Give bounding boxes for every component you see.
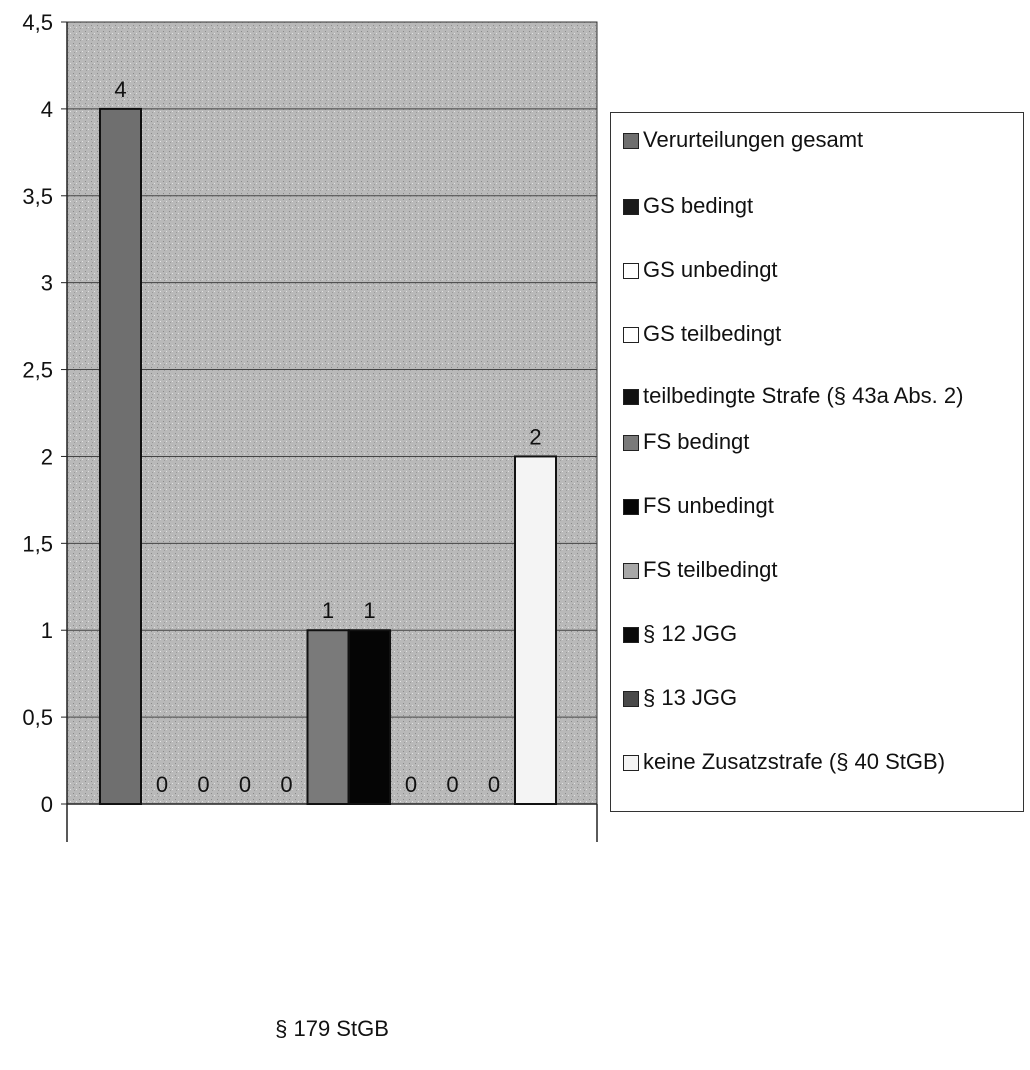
legend-label: FS unbedingt	[643, 493, 774, 518]
legend-swatch	[623, 755, 639, 771]
y-tick-label: 1,5	[22, 531, 53, 556]
data-labels: 4 0 0 0 0 1 1 0 0 0 2	[114, 77, 541, 797]
data-label: 0	[446, 772, 458, 797]
data-label: 1	[322, 598, 334, 623]
bar	[514, 455, 557, 805]
legend-item: § 12 JGG	[623, 621, 1023, 647]
data-label: 0	[239, 772, 251, 797]
legend-swatch	[623, 133, 639, 149]
legend-label: Verurteilungen gesamt	[643, 127, 864, 152]
legend-item: FS unbedingt	[623, 493, 1023, 519]
y-tick-label: 3,5	[22, 184, 53, 209]
legend-swatch	[623, 499, 639, 515]
legend-item: teilbedingte Strafe (§ 43a Abs. 2)	[623, 383, 1023, 409]
data-label: 4	[114, 77, 126, 102]
data-label: 0	[280, 772, 292, 797]
y-tick-labels: 0 0,5 1 1,5 2 2,5 3 3,5 4 4,5	[22, 10, 53, 817]
grid-lines	[67, 108, 597, 718]
legend-item: GS teilbedingt	[623, 321, 1023, 347]
legend-label: teilbedingte Strafe (§ 43a Abs. 2)	[643, 383, 964, 408]
legend-label: GS unbedingt	[643, 257, 778, 282]
legend-swatch	[623, 691, 639, 707]
legend-swatch	[623, 327, 639, 343]
legend-label: GS teilbedingt	[643, 321, 782, 346]
data-label: 0	[488, 772, 500, 797]
legend-swatch	[623, 389, 639, 405]
legend-label: FS bedingt	[643, 429, 750, 454]
y-tick-label: 4,5	[22, 10, 53, 35]
data-label: 0	[405, 772, 417, 797]
bar	[306, 629, 350, 805]
y-tick-label: 2,5	[22, 358, 53, 383]
y-tick-label: 3	[41, 271, 53, 296]
y-tick-label: 1	[41, 618, 53, 643]
legend-label: FS teilbedingt	[643, 557, 778, 582]
y-tick-label: 2	[41, 444, 53, 469]
bars	[99, 107, 557, 805]
legend-item: Verurteilungen gesamt	[623, 127, 1023, 153]
y-tick-label: 0,5	[22, 705, 53, 730]
legend-swatch	[623, 435, 639, 451]
legend-swatch	[623, 563, 639, 579]
bar	[348, 629, 391, 805]
legend: Verurteilungen gesamt GS bedingt GS unbedi…	[610, 112, 1024, 812]
legend-item: GS unbedingt	[623, 257, 1023, 283]
legend-label: GS bedingt	[643, 193, 754, 218]
legend-item: GS bedingt	[623, 193, 1023, 219]
data-label: 2	[529, 424, 541, 449]
data-label: 1	[363, 598, 375, 623]
y-tick-label: 4	[41, 97, 53, 122]
data-label: 0	[156, 772, 168, 797]
x-category-label: § 179 StGB	[275, 1016, 389, 1041]
legend-item: FS bedingt	[623, 429, 1023, 455]
legend-item: § 13 JGG	[623, 685, 1023, 711]
chart-svg: 4 0 0 0 0 1 1 0 0 0 2 0 0,5 1 1,5 2 2,5 3 3,5 4 4,5 § 179 S…	[22, 10, 598, 1041]
legend-label: keine Zusatzstrafe (§ 40 StGB)	[643, 749, 946, 774]
legend-swatch	[623, 263, 639, 279]
bar	[99, 107, 142, 805]
legend-label: § 12 JGG	[643, 621, 738, 646]
legend-item: FS teilbedingt	[623, 557, 1023, 583]
legend-swatch	[623, 199, 639, 215]
legend-label: § 13 JGG	[643, 685, 738, 710]
y-tick-label: 0	[41, 792, 53, 817]
legend-item: keine Zusatzstrafe (§ 40 StGB)	[623, 749, 1023, 775]
legend-swatch	[623, 627, 639, 643]
data-label: 0	[197, 772, 209, 797]
